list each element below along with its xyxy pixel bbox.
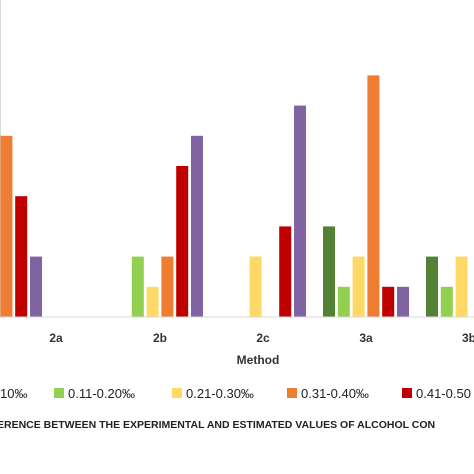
category-label-3a: 3a (359, 331, 373, 345)
legend-swatch-4 (287, 388, 297, 398)
bar-3a-series-6 (397, 286, 409, 317)
legend-swatch-3 (172, 388, 182, 398)
category-label-2b: 2b (153, 331, 167, 345)
bar-3a-series-4 (367, 75, 380, 318)
legend-label-4: 0.31-0.40‰ (301, 386, 369, 401)
bar-2b-series-5 (176, 166, 189, 317)
legend-label-1: 10‰ (0, 386, 27, 401)
bar-3b-series-2 (440, 286, 453, 317)
bar-3a-series-3 (352, 256, 365, 317)
bar-2b-series-3 (146, 286, 159, 317)
category-labels: 2a 2b 2c 3a 3b (49, 331, 474, 345)
category-label-2c: 2c (256, 331, 270, 345)
category-label-2a: 2a (49, 331, 63, 345)
bar-first-series-4 (0, 135, 13, 317)
legend-swatch-2 (54, 388, 64, 398)
bar-2c-series-6 (294, 105, 306, 317)
bar-2b-series-4 (161, 256, 174, 317)
bar-3a-series-1 (323, 226, 335, 317)
x-axis-title: Method (237, 353, 280, 367)
bar-first-series-6 (30, 256, 42, 317)
legend-label-3: 0.21-0.30‰ (186, 386, 254, 401)
legend: 10‰ 0.11-0.20‰ 0.21-0.30‰ 0.31-0.40‰ 0.41-0.… (0, 386, 471, 401)
bar-3a-series-2 (337, 286, 350, 317)
category-label-3b: 3b (462, 331, 474, 345)
bar-first-series-5 (15, 196, 28, 317)
legend-label-2: 0.11-0.20‰ (68, 386, 135, 401)
bar-2b-series-2 (131, 256, 144, 317)
bars-group (0, 75, 468, 318)
bar-2b-series-6 (191, 135, 203, 317)
bar-3a-series-5 (382, 286, 395, 317)
footer-caption: ERENCE BETWEEN THE EXPERIMENTAL AND ESTI… (0, 419, 435, 431)
legend-label-5: 0.41-0.50 (416, 386, 471, 401)
bar-2c-series-5 (279, 226, 292, 317)
bar-2c-series-3 (249, 256, 262, 317)
legend-swatch-5 (402, 388, 412, 398)
bar-3b-series-3 (455, 256, 468, 317)
bar-3b-series-1 (426, 256, 438, 317)
